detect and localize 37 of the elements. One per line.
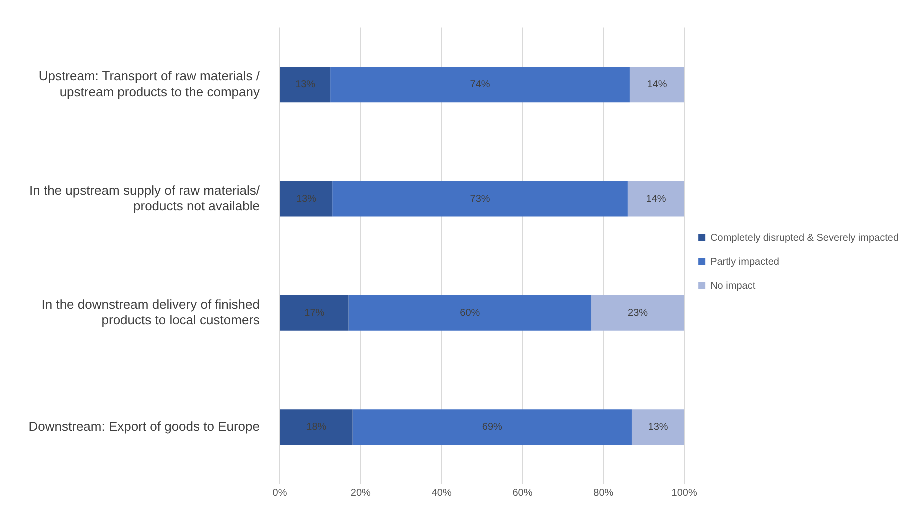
bar (628, 181, 685, 217)
legend-label: Completely disrupted & Severely impacted (710, 232, 900, 244)
data-label: 17% (304, 308, 325, 319)
bar (280, 295, 349, 331)
bar (348, 295, 592, 331)
y-tick-label: In the upstream supply of raw materials/ products not available (30, 182, 260, 214)
data-label: 13% (296, 194, 317, 205)
x-tick-label: 20% (350, 488, 372, 500)
legend-label: Partly impacted (710, 256, 780, 268)
data-label: 73% (470, 194, 490, 205)
data-label: 74% (470, 80, 490, 91)
x-tick-label: 100% (672, 488, 698, 500)
bar (630, 67, 685, 103)
y-tick-label: Upstream: Transport of raw materials / upstream products to the company (38, 68, 260, 100)
y-tick-label: In the downstream delivery of finished products to local customers (42, 296, 260, 328)
data-label: 18% (306, 422, 327, 434)
data-label: 13% (296, 80, 316, 91)
legend-label: No impact (710, 280, 756, 292)
x-tick-label: 60% (512, 488, 533, 500)
data-label: 69% (482, 422, 503, 434)
bar (352, 410, 632, 446)
data-label: 60% (460, 308, 480, 319)
y-tick-label: Downstream: Export of goods to Europe (28, 418, 260, 434)
x-tick-label: 0% (272, 488, 288, 500)
x-tick-label: 40% (432, 488, 452, 500)
bar (280, 410, 353, 446)
bar (280, 67, 331, 103)
bar (592, 295, 685, 331)
data-label: 13% (648, 422, 668, 434)
bar (332, 181, 628, 217)
bar (330, 67, 630, 103)
x-tick-label: 80% (594, 488, 614, 500)
data-label: 14% (646, 194, 666, 205)
data-label: 14% (647, 80, 668, 91)
bar (280, 181, 333, 217)
bar (632, 410, 685, 446)
data-label: 23% (628, 308, 648, 319)
